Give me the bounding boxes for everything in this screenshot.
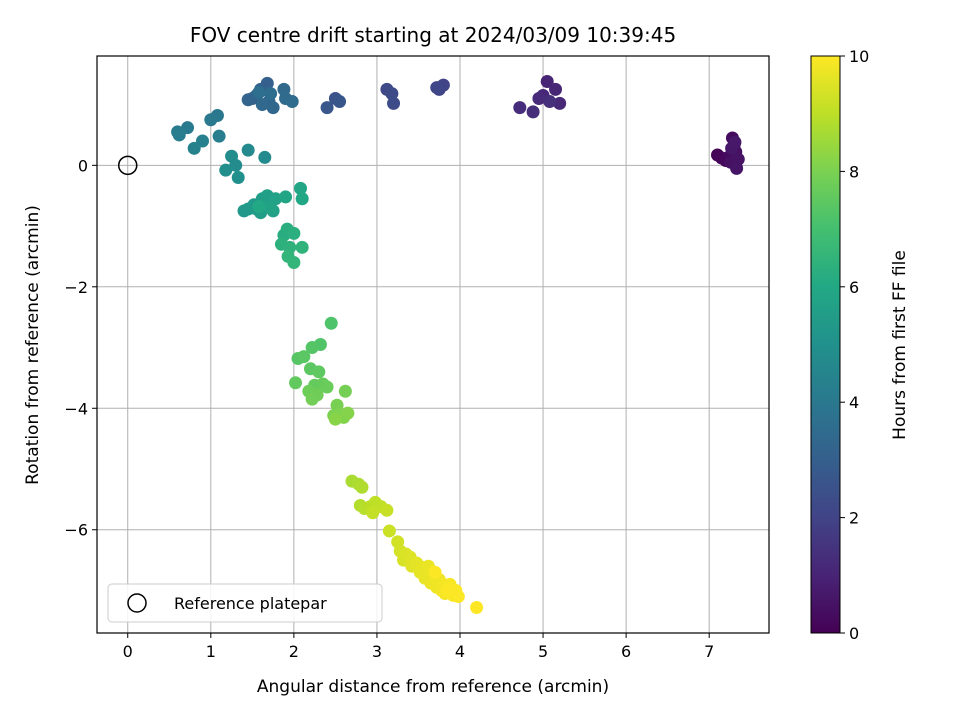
data-point: [324, 316, 338, 330]
data-point: [320, 380, 334, 394]
data-point: [312, 365, 326, 379]
y-axis-label: Rotation from reference (arcmin): [23, 205, 43, 485]
data-point: [728, 135, 742, 149]
data-point: [229, 158, 243, 172]
data-point: [287, 226, 301, 240]
data-point: [241, 143, 255, 157]
data-point: [264, 87, 278, 101]
data-point: [187, 141, 201, 155]
x-tick-label: 5: [538, 642, 548, 661]
data-point: [252, 85, 266, 99]
data-point: [287, 256, 301, 270]
data-point: [430, 81, 444, 95]
data-point: [320, 101, 334, 115]
data-point: [328, 412, 342, 426]
data-point: [255, 98, 269, 112]
legend-label: Reference platepar: [174, 594, 327, 613]
x-tick-label: 0: [123, 642, 133, 661]
colorbar-tick-label: 6: [849, 278, 859, 297]
colorbar-tick-label: 10: [849, 47, 869, 66]
data-point: [204, 113, 218, 127]
data-point: [289, 376, 303, 390]
data-point: [231, 170, 245, 184]
data-point: [366, 506, 380, 520]
x-tick-label: 2: [289, 642, 299, 661]
x-axis-label: Angular distance from reference (arcmin): [257, 677, 609, 697]
data-point: [212, 129, 226, 143]
data-point: [549, 82, 563, 96]
legend-box: [107, 583, 383, 623]
colorbar-ticks: 0 2 4 6 8 10: [840, 47, 869, 643]
x-tick-label: 1: [206, 642, 216, 661]
x-tick-label: 4: [455, 642, 465, 661]
data-point: [382, 524, 396, 538]
plot-frame: [96, 55, 770, 634]
data-point: [333, 95, 347, 109]
y-tick-label: −4: [64, 399, 88, 418]
data-point: [553, 96, 567, 110]
data-point: [264, 201, 278, 215]
x-tick-label: 7: [704, 642, 714, 661]
x-axis-ticks: 0 1 2 3 4 5 6 7: [123, 633, 714, 661]
data-point: [470, 600, 484, 614]
data-point: [172, 128, 186, 142]
colorbar-tick-label: 2: [849, 509, 859, 528]
data-point: [532, 92, 546, 106]
colorbar-tick-label: 4: [849, 393, 859, 412]
data-point: [355, 480, 369, 494]
data-point: [297, 350, 311, 364]
data-point: [380, 503, 394, 517]
data-points: [171, 75, 745, 614]
data-point: [526, 105, 540, 119]
data-point: [428, 565, 442, 579]
data-point: [341, 406, 355, 420]
chart-title: FOV centre drift starting at 2024/03/09 …: [190, 23, 676, 47]
data-point: [266, 101, 280, 115]
data-point: [543, 95, 557, 109]
y-tick-label: −6: [64, 521, 88, 540]
data-point: [451, 590, 465, 604]
data-point: [305, 341, 319, 355]
x-tick-label: 6: [621, 642, 631, 661]
data-point: [285, 95, 299, 109]
data-point: [385, 87, 399, 101]
colorbar-tick-label: 0: [849, 624, 859, 643]
data-point: [540, 75, 554, 89]
data-point: [295, 240, 309, 254]
data-point: [279, 190, 293, 204]
data-point: [241, 93, 255, 107]
data-point: [513, 101, 527, 115]
colorbar-gradient: [810, 55, 841, 634]
data-point: [387, 96, 401, 110]
colorbar-label: Hours from first FF file: [890, 250, 910, 440]
reference-point-marker: [117, 155, 138, 176]
y-tick-label: 0: [78, 156, 88, 175]
data-point: [219, 163, 233, 177]
colorbar-tick-label: 8: [849, 162, 859, 181]
data-point: [338, 384, 352, 398]
colorbar: 0 2 4 6 8 10 Hours from first FF file: [810, 47, 910, 643]
y-tick-label: −2: [64, 278, 88, 297]
data-point: [730, 161, 744, 175]
data-point: [258, 150, 272, 164]
data-point: [305, 392, 319, 406]
data-point: [294, 181, 308, 195]
y-axis-ticks: 0 −2 −4 −6: [64, 156, 97, 540]
x-tick-label: 3: [372, 642, 382, 661]
data-point: [295, 192, 309, 206]
grid-lines: [97, 56, 769, 633]
legend: Reference platepar: [107, 583, 383, 623]
data-point: [441, 583, 455, 597]
legend-marker-icon: [127, 593, 147, 613]
data-point: [252, 200, 266, 214]
